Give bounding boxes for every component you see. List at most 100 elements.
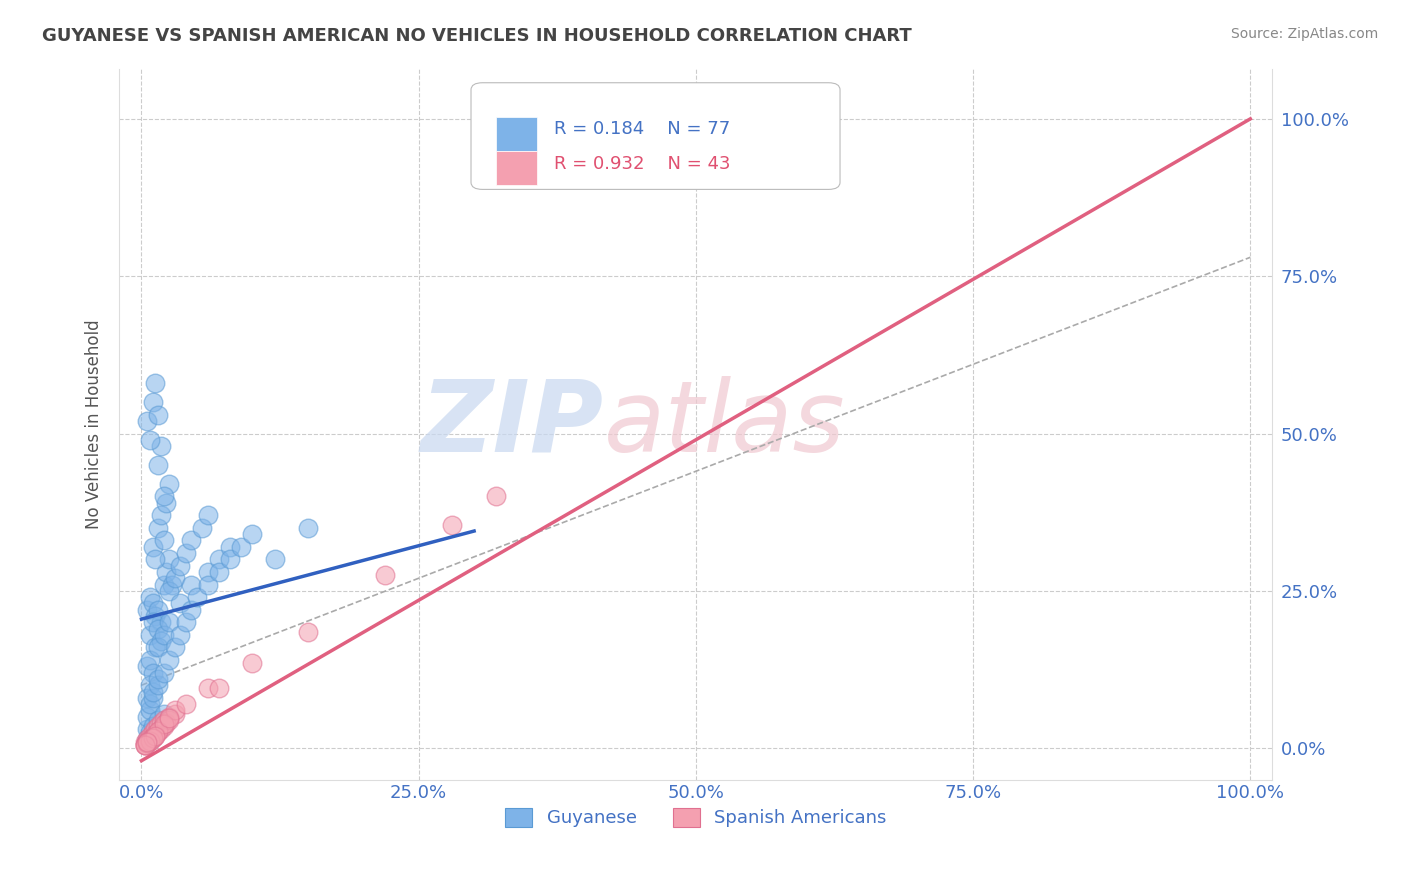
Point bbox=[180, 577, 202, 591]
Point bbox=[169, 628, 191, 642]
Point bbox=[143, 723, 166, 737]
Point bbox=[139, 628, 162, 642]
Point bbox=[157, 615, 180, 630]
Point bbox=[143, 729, 166, 743]
Point bbox=[141, 719, 163, 733]
Point bbox=[141, 540, 163, 554]
Point bbox=[197, 508, 219, 523]
Point bbox=[146, 719, 169, 733]
Point bbox=[155, 565, 177, 579]
Point bbox=[297, 624, 319, 639]
Point bbox=[157, 653, 180, 667]
Point bbox=[150, 716, 173, 731]
Point bbox=[240, 656, 263, 670]
Point bbox=[146, 622, 169, 636]
Point bbox=[143, 609, 166, 624]
Point bbox=[136, 735, 159, 749]
Point bbox=[208, 681, 231, 696]
Point bbox=[139, 731, 162, 746]
Point bbox=[197, 681, 219, 696]
Point bbox=[136, 735, 159, 749]
Point bbox=[150, 439, 173, 453]
Point bbox=[146, 408, 169, 422]
Bar bbox=[496, 152, 537, 186]
Point bbox=[208, 565, 231, 579]
Point bbox=[136, 709, 159, 723]
Point bbox=[141, 596, 163, 610]
Point bbox=[157, 476, 180, 491]
Text: atlas: atlas bbox=[603, 376, 845, 473]
Point bbox=[146, 458, 169, 472]
Point bbox=[136, 723, 159, 737]
Point bbox=[150, 634, 173, 648]
Point bbox=[136, 414, 159, 428]
Point bbox=[150, 615, 173, 630]
Point bbox=[231, 540, 253, 554]
Point bbox=[163, 571, 186, 585]
Point bbox=[163, 703, 186, 717]
Point bbox=[157, 583, 180, 598]
Point bbox=[374, 568, 396, 582]
Point bbox=[134, 735, 156, 749]
Point bbox=[139, 725, 162, 739]
Point bbox=[157, 709, 180, 723]
Point bbox=[146, 678, 169, 692]
Point bbox=[146, 521, 169, 535]
Point bbox=[263, 552, 285, 566]
Bar bbox=[496, 117, 537, 152]
Point bbox=[240, 527, 263, 541]
Point bbox=[141, 730, 163, 744]
Text: ZIP: ZIP bbox=[420, 376, 603, 473]
Point bbox=[136, 736, 159, 750]
Point bbox=[141, 395, 163, 409]
Point bbox=[146, 723, 169, 738]
Point bbox=[208, 552, 231, 566]
Point bbox=[180, 533, 202, 548]
Point bbox=[155, 496, 177, 510]
Point bbox=[440, 517, 463, 532]
Point bbox=[150, 723, 173, 737]
Point bbox=[157, 713, 180, 727]
Point bbox=[150, 508, 173, 523]
Point bbox=[146, 603, 169, 617]
Point bbox=[163, 706, 186, 721]
Point bbox=[197, 565, 219, 579]
Point bbox=[152, 628, 174, 642]
Point bbox=[136, 659, 159, 673]
Point bbox=[152, 719, 174, 733]
Point bbox=[152, 490, 174, 504]
Point bbox=[169, 596, 191, 610]
Point bbox=[143, 727, 166, 741]
Point bbox=[139, 433, 162, 447]
Point bbox=[155, 716, 177, 731]
Point bbox=[139, 733, 162, 747]
Point bbox=[141, 731, 163, 745]
Point bbox=[136, 736, 159, 750]
Point bbox=[136, 731, 159, 746]
Point bbox=[163, 640, 186, 655]
Point bbox=[141, 615, 163, 630]
Point bbox=[297, 521, 319, 535]
Point bbox=[152, 717, 174, 731]
Point bbox=[186, 590, 208, 604]
Point bbox=[152, 713, 174, 727]
Y-axis label: No Vehicles in Household: No Vehicles in Household bbox=[86, 319, 103, 529]
Point bbox=[485, 490, 508, 504]
Point bbox=[152, 665, 174, 680]
Point bbox=[152, 533, 174, 548]
Point bbox=[139, 703, 162, 717]
FancyBboxPatch shape bbox=[471, 83, 839, 189]
Text: R = 0.932    N = 43: R = 0.932 N = 43 bbox=[554, 155, 731, 173]
Point bbox=[136, 731, 159, 746]
Point bbox=[143, 729, 166, 743]
Point bbox=[157, 711, 180, 725]
Point bbox=[139, 678, 162, 692]
Point bbox=[141, 684, 163, 698]
Text: R = 0.184    N = 77: R = 0.184 N = 77 bbox=[554, 120, 730, 137]
Point bbox=[143, 640, 166, 655]
Point bbox=[146, 672, 169, 686]
Point bbox=[134, 738, 156, 752]
Point bbox=[219, 552, 242, 566]
Point bbox=[141, 690, 163, 705]
Point bbox=[143, 376, 166, 391]
